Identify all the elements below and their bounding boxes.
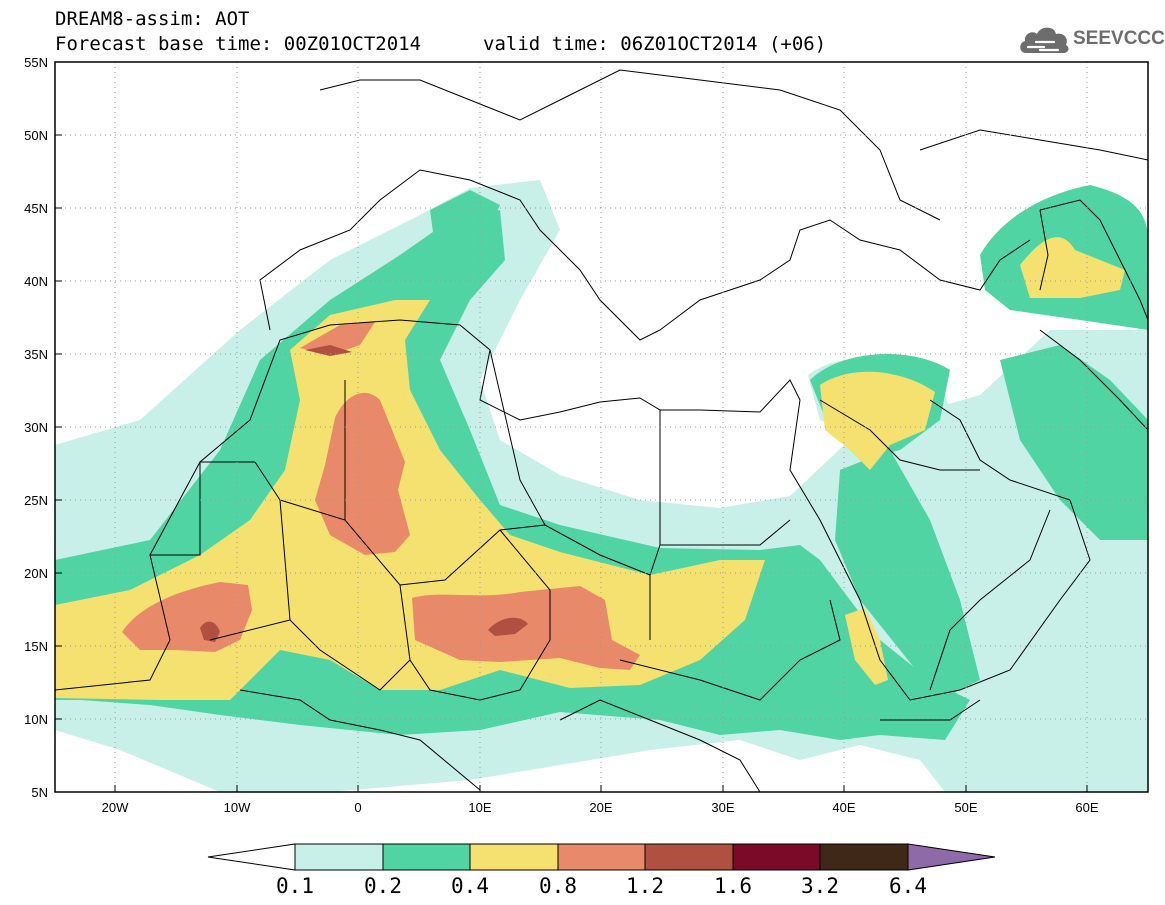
legend-label: 1.2 [626, 874, 664, 898]
legend-label: 1.6 [714, 874, 752, 898]
lat-label: 40N [24, 274, 48, 289]
legend-label: 3.2 [801, 874, 839, 898]
seevccc-logo: SEEVCCC [1018, 20, 1165, 60]
lat-label: 5N [31, 785, 48, 800]
lon-label: 60E [1075, 800, 1098, 815]
legend-bin [907, 843, 996, 871]
lat-label: 30N [24, 420, 48, 435]
cloud-icon [1020, 27, 1069, 54]
lon-label: 30E [711, 800, 734, 815]
lat-label: 15N [24, 639, 48, 654]
legend-label: 6.4 [889, 874, 927, 898]
axis-ticks [55, 61, 1088, 793]
legend-label: 0.1 [276, 874, 314, 898]
aot-shade-0.8 [315, 392, 410, 555]
color-legend [207, 843, 996, 871]
legend-bin [294, 843, 384, 871]
lat-label: 50N [24, 128, 48, 143]
lon-label: 40E [832, 800, 855, 815]
legend-bin [819, 843, 909, 871]
legend-bin [732, 843, 821, 871]
map-title: DREAM8-assim: AOT [55, 8, 250, 30]
lon-label: 20W [102, 800, 129, 815]
legend-label: 0.4 [451, 874, 489, 898]
lon-label: 10E [468, 800, 491, 815]
graticule [55, 62, 1148, 792]
lat-label: 10N [24, 712, 48, 727]
valid-time: valid time: 06Z01OCT2014 (+06) [483, 33, 827, 55]
lon-label: 10W [224, 800, 251, 815]
legend-label: 0.8 [539, 874, 577, 898]
lat-label: 55N [24, 55, 48, 70]
legend-bin [644, 843, 734, 871]
lat-label: 20N [24, 566, 48, 581]
aot-shade-1.2 [200, 621, 220, 642]
logo-text: SEEVCCC [1073, 28, 1165, 49]
lon-label: 0 [354, 800, 361, 815]
legend-bin [207, 843, 296, 871]
legend-label: 0.2 [364, 874, 402, 898]
lat-label: 45N [24, 201, 48, 216]
legend-bin [382, 843, 471, 871]
legend-bin [469, 843, 559, 871]
aot-contours [55, 180, 1148, 792]
lat-label: 25N [24, 493, 48, 508]
lat-label: 35N [24, 347, 48, 362]
lon-label: 50E [954, 800, 977, 815]
legend-bin [557, 843, 646, 871]
lon-label: 20E [589, 800, 612, 815]
country-borders [55, 69, 1148, 792]
forecast-base-time: Forecast base time: 00Z01OCT2014 [55, 33, 422, 55]
